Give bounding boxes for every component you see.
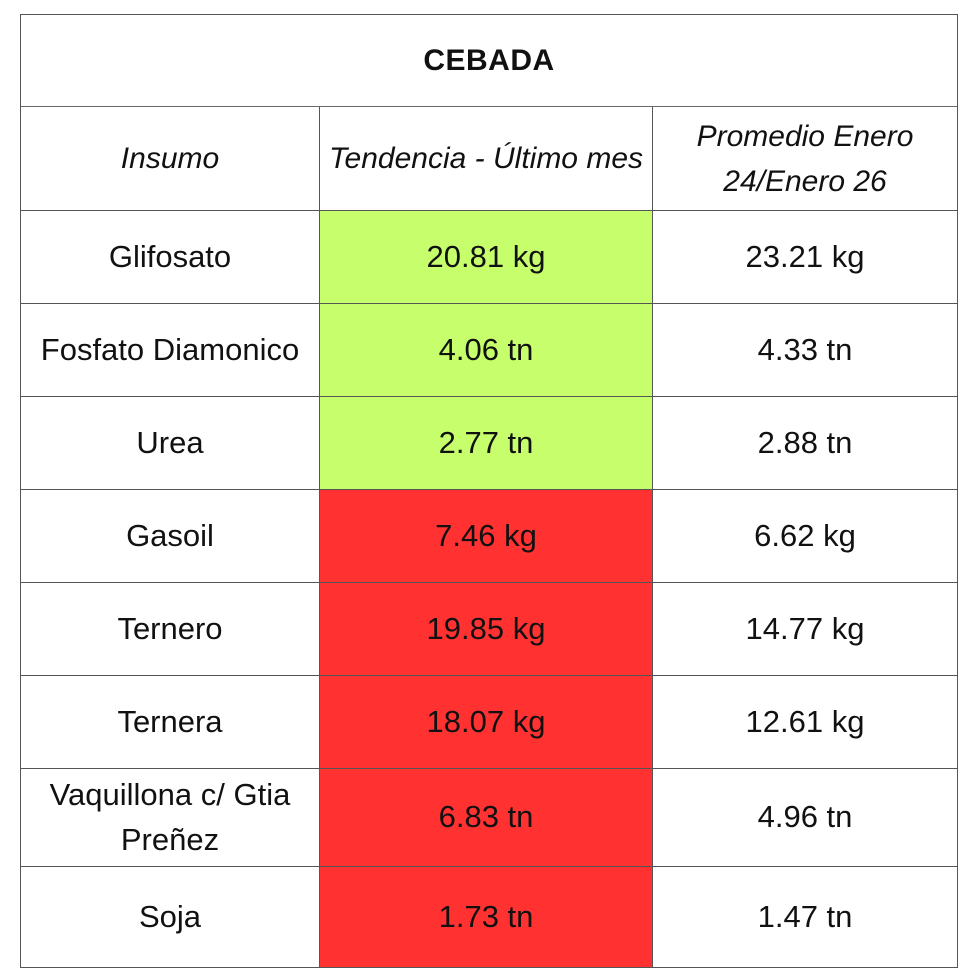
header-promedio: Promedio Enero 24/Enero 26 [653,107,957,211]
row-insumo: Ternera [21,676,320,769]
row-insumo: Glifosato [21,211,320,304]
row-promedio: 1.47 tn [757,898,853,934]
row-insumo: Fosfato Diamonico [21,304,320,397]
row-promedio: 6.62 kg [653,490,957,583]
table-title: CEBADA [423,43,555,77]
row-promedio: 4.33 tn [653,304,957,397]
header-insumo: Insumo [21,107,320,211]
cebada-table: CEBADA Insumo Tendencia - Último mes Pro… [20,14,958,968]
row-promedio: 4.96 tn [653,769,957,867]
row-tendencia: 1.73 tn [320,867,653,967]
row-tendencia: 2.77 tn [320,397,653,490]
row-tendencia: 6.83 tn [320,769,653,867]
table-grid: Insumo Tendencia - Último mes Promedio E… [21,107,957,967]
row-tendencia: 19.85 kg [320,583,653,676]
row-promedio: 23.21 kg [653,211,957,304]
row-tendencia: 18.07 kg [320,676,653,769]
row-insumo: Gasoil [21,490,320,583]
row-tendencia: 4.06 tn [320,304,653,397]
row-tendencia: 7.46 kg [320,490,653,583]
row-tendencia: 20.81 kg [320,211,653,304]
row-insumo: Soja [21,867,320,967]
row-promedio: 12.61 kg [653,676,957,769]
row-insumo: Ternero [21,583,320,676]
row-promedio: 14.77 kg [653,583,957,676]
row-insumo: Urea [21,397,320,490]
row-promedio: 2.88 tn [653,397,957,490]
table-title-row: CEBADA [21,15,957,107]
header-tendencia: Tendencia - Último mes [320,107,653,211]
row-insumo: Vaquillona c/ Gtia Preñez [21,769,320,867]
